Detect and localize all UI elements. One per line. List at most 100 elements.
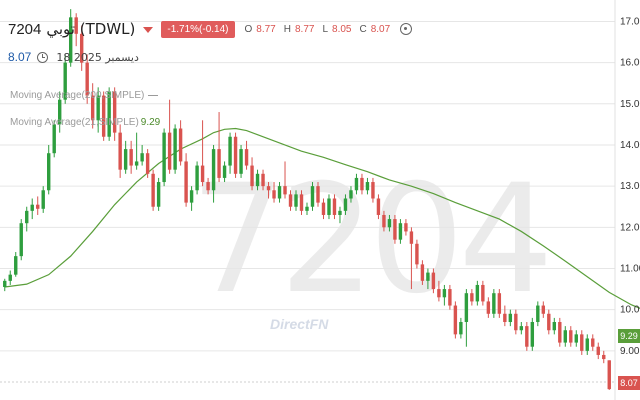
candle-body[interactable] (327, 198, 331, 215)
candle-body[interactable] (167, 132, 172, 170)
candle-body[interactable] (409, 231, 414, 244)
candle-body[interactable] (547, 313, 551, 331)
candle-body[interactable] (140, 153, 144, 162)
candle-body[interactable] (508, 313, 513, 323)
candle-body[interactable] (574, 334, 578, 343)
candle-body[interactable] (470, 293, 474, 302)
candle-body[interactable] (525, 326, 529, 347)
candle-body[interactable] (101, 95, 106, 137)
candle-body[interactable] (228, 136, 232, 166)
candle-body[interactable] (332, 198, 337, 215)
candle-body[interactable] (57, 99, 62, 125)
candle-body[interactable] (376, 198, 381, 215)
candle-body[interactable] (492, 293, 496, 314)
candle-body[interactable] (387, 219, 392, 228)
candle-body[interactable] (530, 322, 535, 347)
candle-body[interactable] (118, 132, 122, 170)
candle-body[interactable] (211, 149, 216, 191)
indicator-ma-200[interactable]: Moving Average(200,SIMPLE) (10, 90, 159, 101)
candle-body[interactable] (519, 326, 524, 331)
candle-body[interactable] (569, 330, 573, 343)
candle-body[interactable] (41, 190, 45, 209)
candle-body[interactable] (178, 128, 183, 162)
candle-body[interactable] (580, 334, 584, 351)
candle-body[interactable] (354, 177, 359, 191)
symbol-name[interactable]: توبي (TDWL) (46, 20, 136, 38)
candle-body[interactable] (437, 289, 441, 298)
candle-body[interactable] (393, 219, 397, 240)
candle-body[interactable] (464, 293, 469, 323)
candle-body[interactable] (552, 322, 557, 331)
candle-body[interactable] (134, 161, 139, 166)
candle-body[interactable] (459, 322, 463, 335)
candle-body[interactable] (563, 330, 567, 343)
candle-body[interactable] (112, 91, 117, 133)
candle-body[interactable] (151, 173, 155, 207)
candle-body[interactable] (156, 182, 161, 207)
candle-body[interactable] (536, 305, 540, 323)
candle-body[interactable] (19, 223, 23, 257)
candle-body[interactable] (398, 223, 403, 240)
candle-body[interactable] (8, 274, 12, 281)
candle-body[interactable] (607, 360, 611, 390)
candle-body[interactable] (162, 132, 166, 183)
candle-body[interactable] (90, 95, 95, 121)
candle-body[interactable] (404, 223, 408, 232)
candle-body[interactable] (63, 62, 67, 100)
candle-body[interactable] (277, 186, 282, 199)
candle-body[interactable] (217, 149, 221, 178)
candle-body[interactable] (233, 136, 238, 174)
candle-body[interactable] (36, 204, 40, 209)
candle-body[interactable] (591, 338, 595, 347)
candle-body[interactable] (481, 284, 485, 302)
candle-body[interactable] (68, 17, 73, 63)
candle-body[interactable] (365, 182, 370, 191)
candle-body[interactable] (305, 206, 309, 211)
candle-body[interactable] (343, 198, 348, 211)
candle-body[interactable] (431, 272, 436, 290)
clock-icon[interactable] (37, 51, 49, 63)
candle-body[interactable] (244, 149, 249, 166)
candle-body[interactable] (310, 186, 315, 207)
candle-body[interactable] (514, 313, 518, 331)
candle-body[interactable] (173, 128, 177, 170)
candle-body[interactable] (288, 194, 293, 207)
candle-body[interactable] (189, 190, 194, 203)
candle-body[interactable] (272, 190, 276, 199)
candle-body[interactable] (448, 289, 452, 306)
candle-body[interactable] (129, 149, 133, 166)
candle-body[interactable] (261, 173, 265, 187)
candle-body[interactable] (371, 182, 375, 199)
candle-body[interactable] (14, 256, 18, 275)
candle-body[interactable] (585, 338, 589, 351)
candle-body[interactable] (486, 301, 491, 314)
candle-body[interactable] (349, 190, 353, 199)
candle-body[interactable] (266, 186, 271, 191)
gear-icon[interactable] (400, 23, 413, 35)
candle-body[interactable] (255, 173, 260, 187)
candle-body[interactable] (382, 214, 386, 228)
candle-body[interactable] (602, 354, 606, 360)
candle-body[interactable] (558, 322, 562, 343)
candle-body[interactable] (541, 305, 546, 314)
candle-body[interactable] (30, 204, 34, 211)
candle-body[interactable] (426, 272, 430, 281)
candle-body[interactable] (442, 289, 447, 298)
candle-body[interactable] (239, 149, 243, 174)
candle-body[interactable] (74, 17, 78, 34)
candle-body[interactable] (360, 177, 364, 191)
candle-body[interactable] (206, 182, 210, 191)
candle-body[interactable] (453, 305, 458, 335)
candle-body[interactable] (85, 62, 89, 96)
candle-body[interactable] (47, 153, 51, 191)
candle-body[interactable] (250, 165, 254, 187)
candle-body[interactable] (596, 346, 600, 355)
candle-body[interactable] (107, 91, 111, 137)
candle-body[interactable] (123, 149, 128, 170)
chevron-down-icon[interactable] (143, 27, 154, 33)
candle-body[interactable] (420, 264, 425, 281)
candle-body[interactable] (96, 95, 100, 121)
indicator-ma-21[interactable]: Moving Average(21,SIMPLE) 9.29 (10, 117, 160, 128)
candle-body[interactable] (316, 186, 320, 203)
